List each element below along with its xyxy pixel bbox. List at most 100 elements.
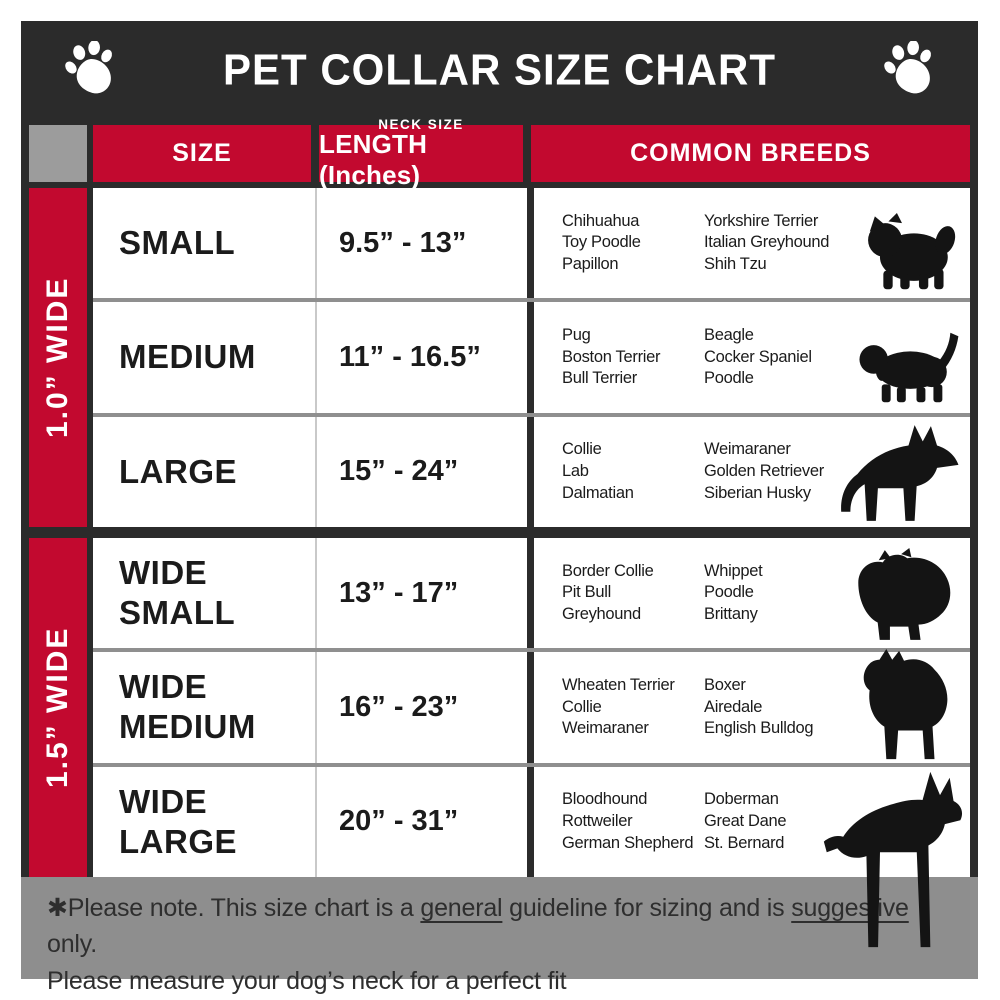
breed: Chihuahua — [562, 211, 640, 230]
table-row-wide-large: WIDE LARGE 20” - 31” Bloodhound Rottweil… — [93, 762, 970, 948]
size-cell: MEDIUM — [119, 338, 256, 376]
breeds-cell: Border Collie Pit Bull Greyhound Whippet… — [527, 538, 970, 649]
breed: Yorkshire Terrier — [704, 211, 819, 230]
breed: Beagle — [704, 325, 754, 344]
doberman-dog-icon — [823, 771, 962, 948]
column-header-neck-size: NECK SIZE — [378, 116, 464, 132]
column-header-common-breeds: COMMON BREEDS — [531, 125, 970, 182]
breed: German Shepherd — [562, 833, 694, 852]
breed: Siberian Husky — [704, 483, 811, 502]
table-row-medium: MEDIUM 11” - 16.5” Pug Boston Terrier Bu… — [93, 298, 970, 413]
note-text: ✱Please note. This size chart is a — [47, 894, 421, 922]
breeds-column-2: Whippet Poodle Brittany — [704, 561, 872, 626]
breeds-cell: Collie Lab Dalmatian Weimaraner Golden R… — [527, 416, 970, 527]
size-cell: WIDE SMALL — [119, 553, 236, 632]
length-cell: 20” - 31” — [315, 766, 527, 877]
breeds-column-1: Border Collie Pit Bull Greyhound — [562, 561, 704, 626]
breeds-cell: Bloodhound Rottweiler German Shepherd Do… — [527, 766, 970, 948]
breed: Boston Terrier — [562, 347, 661, 366]
breed: Greyhound — [562, 605, 641, 624]
section-1-0-wide: 1.0” WIDE SMALL 9.5” - 13” Chihuahua Toy… — [29, 188, 970, 527]
breed: Pug — [562, 325, 591, 344]
breed: Cocker Spaniel — [704, 347, 812, 366]
breed: Shih Tzu — [704, 255, 767, 274]
breeds-column-1: Bloodhound Rottweiler German Shepherd — [562, 789, 704, 854]
table-row-small: SMALL 9.5” - 13” Chihuahua Toy Poodle Pa… — [93, 188, 970, 299]
footer-note-line1: ✱Please note. This size chart is a gener… — [47, 894, 909, 958]
title-bar: PET COLLAR SIZE CHART — [21, 21, 978, 118]
breed: Italian Greyhound — [704, 233, 830, 252]
breed: St. Bernard — [704, 833, 785, 852]
side-band-1-5-wide: 1.5” WIDE — [29, 538, 87, 877]
breed: Wheaten Terrier — [562, 675, 675, 694]
header-corner-block — [29, 125, 87, 182]
breed: Bloodhound — [562, 790, 648, 809]
breed: Toy Poodle — [562, 233, 641, 252]
breed: Whippet — [704, 561, 763, 580]
table-row-large: LARGE 15” - 24” Collie Lab Dalmatian Wei… — [93, 412, 970, 527]
paw-print-icon — [884, 40, 931, 93]
length-cell: 9.5” - 13” — [315, 188, 527, 299]
side-label: 1.5” WIDE — [41, 626, 74, 789]
note-underlined-word: general — [420, 894, 503, 922]
breeds-cell: Pug Boston Terrier Bull Terrier Beagle C… — [527, 302, 970, 413]
size-cell: LARGE — [119, 452, 237, 490]
section-rows: WIDE SMALL 13” - 17” Border Collie Pit B… — [93, 538, 970, 948]
breed: Weimaraner — [704, 440, 791, 459]
beagle-dog-icon — [859, 332, 959, 402]
breed: Brittany — [704, 605, 758, 624]
footer-note-line2: Please measure your dog’s neck for a per… — [47, 966, 567, 995]
length-cell: 11” - 16.5” — [315, 302, 527, 413]
breeds-column-2: Beagle Cocker Spaniel Poodle — [704, 325, 872, 390]
breed: Weimaraner — [562, 719, 649, 738]
breed: Bull Terrier — [562, 369, 637, 388]
length-cell: 13” - 17” — [315, 538, 527, 649]
breeds-cell: Chihuahua Toy Poodle Papillon Yorkshire … — [527, 188, 970, 299]
column-header-length: NECK SIZE LENGTH (Inches) — [319, 117, 523, 190]
length-cell: 15” - 24” — [315, 416, 527, 527]
bulldog-dog-icon — [857, 548, 950, 641]
footer-note: ✱Please note. This size chart is a gener… — [21, 877, 978, 995]
breed: Poodle — [704, 369, 754, 388]
length-cell: 16” - 23” — [315, 652, 527, 763]
note-text: only. — [47, 930, 97, 959]
breeds-column-2: Weimaraner Golden Retriever Siberian Hus… — [704, 439, 872, 504]
section-1-5-wide: 1.5” WIDE WIDE SMALL 13” - 17” Border Co… — [29, 538, 970, 948]
breed: Lab — [562, 461, 589, 480]
paw-print-icon — [65, 40, 112, 93]
pitbull-dog-icon — [863, 648, 948, 759]
breed: Golden Retriever — [704, 461, 824, 480]
table-row-wide-medium: WIDE MEDIUM 16” - 23” Wheaten Terrier Co… — [93, 648, 970, 763]
page-title: PET COLLAR SIZE CHART — [223, 44, 776, 94]
breed: Boxer — [704, 675, 746, 694]
breeds-column-2: Doberman Great Dane St. Bernard — [704, 789, 872, 854]
breeds-cell: Wheaten Terrier Collie Weimaraner Boxer … — [527, 648, 970, 763]
note-underlined-word: suggestive — [791, 894, 909, 922]
breeds-column-2: Boxer Airedale English Bulldog — [704, 675, 872, 740]
table-row-wide-small: WIDE SMALL 13” - 17” Border Collie Pit B… — [93, 538, 970, 649]
breed: Dalmatian — [562, 483, 634, 502]
column-header-size: SIZE — [93, 125, 311, 182]
breed: Airedale — [704, 697, 763, 716]
breed: Collie — [562, 697, 602, 716]
size-cell: SMALL — [119, 224, 236, 262]
size-chart-poster: PET COLLAR SIZE CHART SIZE NECK SIZE LEN… — [21, 21, 978, 995]
german-shepherd-dog-icon — [841, 425, 959, 521]
breed: Collie — [562, 440, 602, 459]
section-rows: SMALL 9.5” - 13” Chihuahua Toy Poodle Pa… — [93, 188, 970, 527]
breed: Papillon — [562, 255, 619, 274]
breed: Doberman — [704, 790, 779, 809]
breed: Rottweiler — [562, 811, 633, 830]
shih-tzu-dog-icon — [867, 213, 955, 290]
size-table: SIZE NECK SIZE LENGTH (Inches) COMMON BR… — [21, 117, 978, 948]
breed: Pit Bull — [562, 583, 611, 602]
breed: English Bulldog — [704, 719, 814, 738]
breeds-column-1: Pug Boston Terrier Bull Terrier — [562, 325, 704, 390]
breeds-column-2: Yorkshire Terrier Italian Greyhound Shih… — [704, 211, 872, 276]
breeds-column-1: Collie Lab Dalmatian — [562, 439, 704, 504]
side-label: 1.0” WIDE — [41, 276, 74, 439]
column-header-length-inches: LENGTH (Inches) — [319, 128, 428, 190]
table-header-row: SIZE NECK SIZE LENGTH (Inches) COMMON BR… — [29, 117, 970, 190]
breed: Great Dane — [704, 811, 787, 830]
breeds-column-1: Chihuahua Toy Poodle Papillon — [562, 211, 704, 276]
